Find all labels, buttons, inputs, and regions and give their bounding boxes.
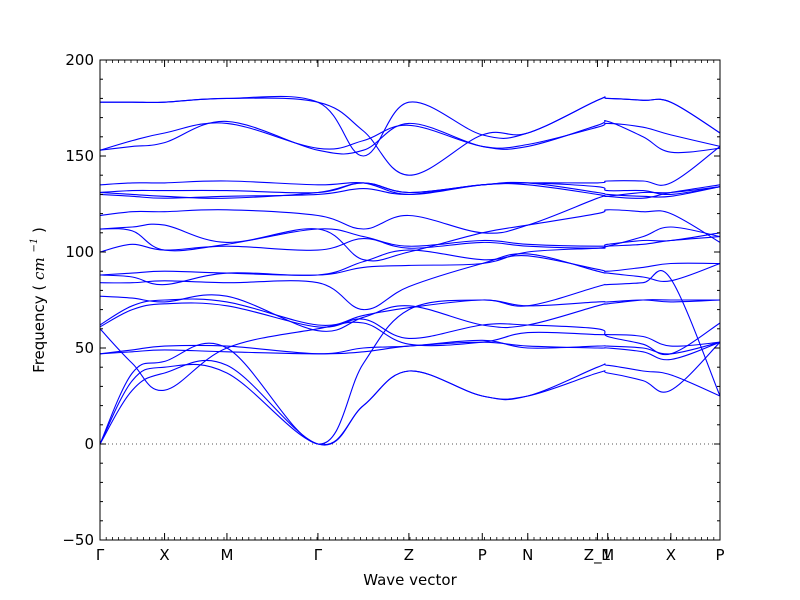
y-axis-title: Frequency ( cm −1 ): [23, 227, 48, 373]
y-tick-label: 0: [84, 435, 94, 453]
band-line-24: [100, 95, 721, 157]
band-line-7: [99, 302, 721, 356]
y-tick-label: 150: [65, 147, 94, 165]
x-tick-label-X: X: [666, 546, 676, 564]
x-tick-label-Z: Z: [404, 546, 414, 564]
y-axis-title-prefix: Frequency (: [30, 285, 48, 373]
band-lines: [99, 95, 721, 446]
band-line-9: [99, 294, 720, 332]
y-tick-label: 50: [75, 339, 94, 357]
band-line-21: [99, 119, 721, 155]
x-tick-label-M: M: [220, 546, 233, 564]
x-tick-label-Γ: Γ: [314, 546, 323, 564]
band-line-11: [99, 249, 721, 286]
band-line-12: [99, 236, 721, 276]
band-line-2: [99, 363, 721, 446]
x-tick-label-P: P: [715, 546, 724, 564]
x-tick-label-Γ: Γ: [96, 546, 105, 564]
band-line-19: [99, 182, 721, 196]
band-line-20: [99, 145, 721, 195]
y-tick-label: 200: [65, 51, 94, 69]
x-tick-label-P: P: [478, 546, 487, 564]
band-line-14: [99, 228, 721, 252]
x-axis-title: Wave vector: [363, 571, 457, 589]
y-tick-label: 100: [65, 243, 94, 261]
band-line-6: [99, 321, 721, 391]
y-axis-title-unit: cm: [30, 257, 48, 280]
x-tick-label-Z_1: Z_1: [584, 546, 611, 565]
x-tick-label-M: M: [601, 546, 614, 564]
band-line-4: [99, 341, 721, 361]
y-tick-label: −50: [62, 531, 94, 549]
plot-frame: [99, 59, 721, 541]
x-tick-label-X: X: [159, 546, 169, 564]
band-line-5: [99, 339, 721, 355]
x-tick-label-N: N: [522, 546, 533, 564]
plot-area-background: [100, 60, 720, 540]
band-line-13: [99, 226, 721, 253]
band-line-3: [99, 270, 721, 445]
band-line-22: [99, 122, 721, 151]
band-line-10: [99, 253, 721, 311]
band-line-15: [99, 209, 721, 262]
y-axis-title-unit-exponent: −1: [29, 238, 40, 253]
band-line-16: [99, 186, 721, 234]
y-axis-title-suffix: ): [30, 227, 48, 233]
